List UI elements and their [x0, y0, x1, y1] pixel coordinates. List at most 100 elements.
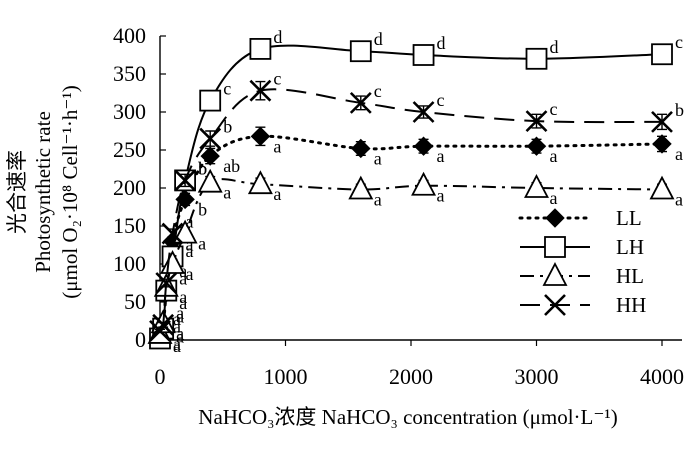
data-point-LH: [249, 38, 272, 60]
significance-label: c: [374, 81, 382, 101]
legend-label: LH: [616, 235, 644, 259]
significance-label: a: [186, 264, 194, 284]
significance-label: a: [198, 234, 206, 254]
significance-label: a: [176, 307, 184, 327]
significance-label: c: [223, 79, 231, 99]
data-point-LL: [413, 136, 434, 156]
y-tick-label: 350: [113, 61, 146, 86]
data-point-HL: [649, 175, 675, 200]
y-tick-label: 300: [113, 99, 146, 124]
legend-entry-LH: LH: [520, 235, 644, 259]
significance-label: a: [176, 326, 184, 346]
x-tick-label: 1000: [264, 364, 308, 389]
significance-label: a: [176, 323, 184, 343]
significance-label: a: [179, 261, 187, 281]
significance-label: a: [675, 190, 683, 210]
data-point-HL: [524, 174, 549, 198]
x-axis-title: NaHCO₃浓度 NaHCO₃ concentration (μmol·L⁻¹): [198, 405, 617, 429]
data-point-HL: [247, 170, 273, 195]
significance-label: a: [223, 183, 231, 203]
data-point-HH: [174, 169, 197, 192]
data-point-LH: [651, 43, 673, 66]
legend-entry-LL: LL: [518, 206, 642, 230]
data-point-LL: [652, 134, 672, 154]
x-tick-label: 0: [155, 364, 166, 389]
significance-label: ab: [223, 156, 240, 176]
significance-label: a: [176, 303, 184, 323]
data-point-HL: [348, 175, 374, 200]
y-tick-label: 250: [113, 137, 146, 162]
y-tick-label: 150: [113, 213, 146, 238]
data-point-HH: [149, 319, 171, 342]
y-axis-title-line-1: 光合速率: [5, 150, 29, 234]
data-point-HH: [152, 313, 175, 336]
series-line-HH: [159, 88, 663, 332]
x-tick-label: 4000: [640, 364, 684, 389]
significance-label: a: [437, 186, 445, 206]
y-axis-title-group: 光合速率 Photosynthetic rate (μmol O₂·10⁸ Ce…: [5, 85, 82, 298]
legend-entry-HL: HL: [520, 262, 644, 288]
data-point-HL: [172, 219, 198, 244]
significance-label: d: [550, 37, 559, 57]
legend-marker: [544, 294, 566, 316]
data-point-LH: [525, 47, 548, 70]
series-line-HL: [159, 178, 663, 335]
data-point-LL: [351, 138, 371, 159]
significance-label: d: [273, 27, 282, 47]
y-tick-label: 50: [124, 289, 146, 314]
legend-label: HL: [616, 264, 644, 288]
significance-label: a: [273, 136, 281, 156]
y-tick-label: 400: [113, 23, 146, 48]
significance-label: a: [173, 309, 181, 329]
data-point-LH: [349, 40, 372, 63]
legend-label: HH: [616, 293, 646, 317]
significance-label: b: [198, 158, 207, 178]
significance-label: a: [179, 269, 187, 289]
data-point-HH: [155, 272, 178, 294]
y-axis-title-line-2: Photosynthetic rate: [31, 111, 55, 273]
data-point-HH: [161, 222, 184, 245]
legend: LL LH HL HH: [518, 206, 646, 317]
significance-label: d: [374, 29, 383, 49]
data-point-HL: [197, 168, 223, 193]
data-point-HH: [349, 91, 372, 114]
significance-label: c: [675, 32, 683, 52]
data-point-HL: [411, 171, 437, 196]
y-tick-label: 100: [113, 251, 146, 276]
significance-label: b: [198, 199, 207, 219]
significance-label: a: [186, 212, 194, 232]
y-tick-label: 0: [135, 327, 146, 352]
data-point-LL: [250, 126, 271, 147]
significance-label: b: [675, 100, 684, 120]
legend-marker: [544, 236, 566, 258]
legend-entry-HH: HH: [520, 293, 646, 317]
significance-label: a: [273, 184, 281, 204]
significance-label: a: [675, 144, 683, 164]
significance-label: a: [179, 287, 187, 307]
data-point-HH: [525, 110, 548, 133]
significance-label: d: [437, 33, 446, 53]
series-line-LH: [159, 44, 663, 339]
significance-label: a: [374, 148, 382, 168]
data-point-HH: [651, 110, 673, 133]
significance-label: a: [186, 234, 194, 254]
significance-label: c: [437, 90, 445, 110]
data-point-HH: [412, 101, 435, 123]
significance-label: a: [173, 336, 181, 356]
significance-label: b: [223, 117, 232, 137]
legend-marker: [542, 262, 568, 286]
significance-label: a: [179, 293, 187, 313]
significance-label: c: [273, 69, 281, 89]
y-tick-label: 200: [113, 175, 146, 200]
data-point-LL: [200, 146, 220, 166]
significance-label: a: [550, 188, 558, 208]
data-point-HH: [199, 127, 222, 150]
legend-marker: [545, 208, 565, 228]
x-tick-label: 3000: [515, 364, 559, 389]
significance-label: c: [550, 99, 558, 119]
